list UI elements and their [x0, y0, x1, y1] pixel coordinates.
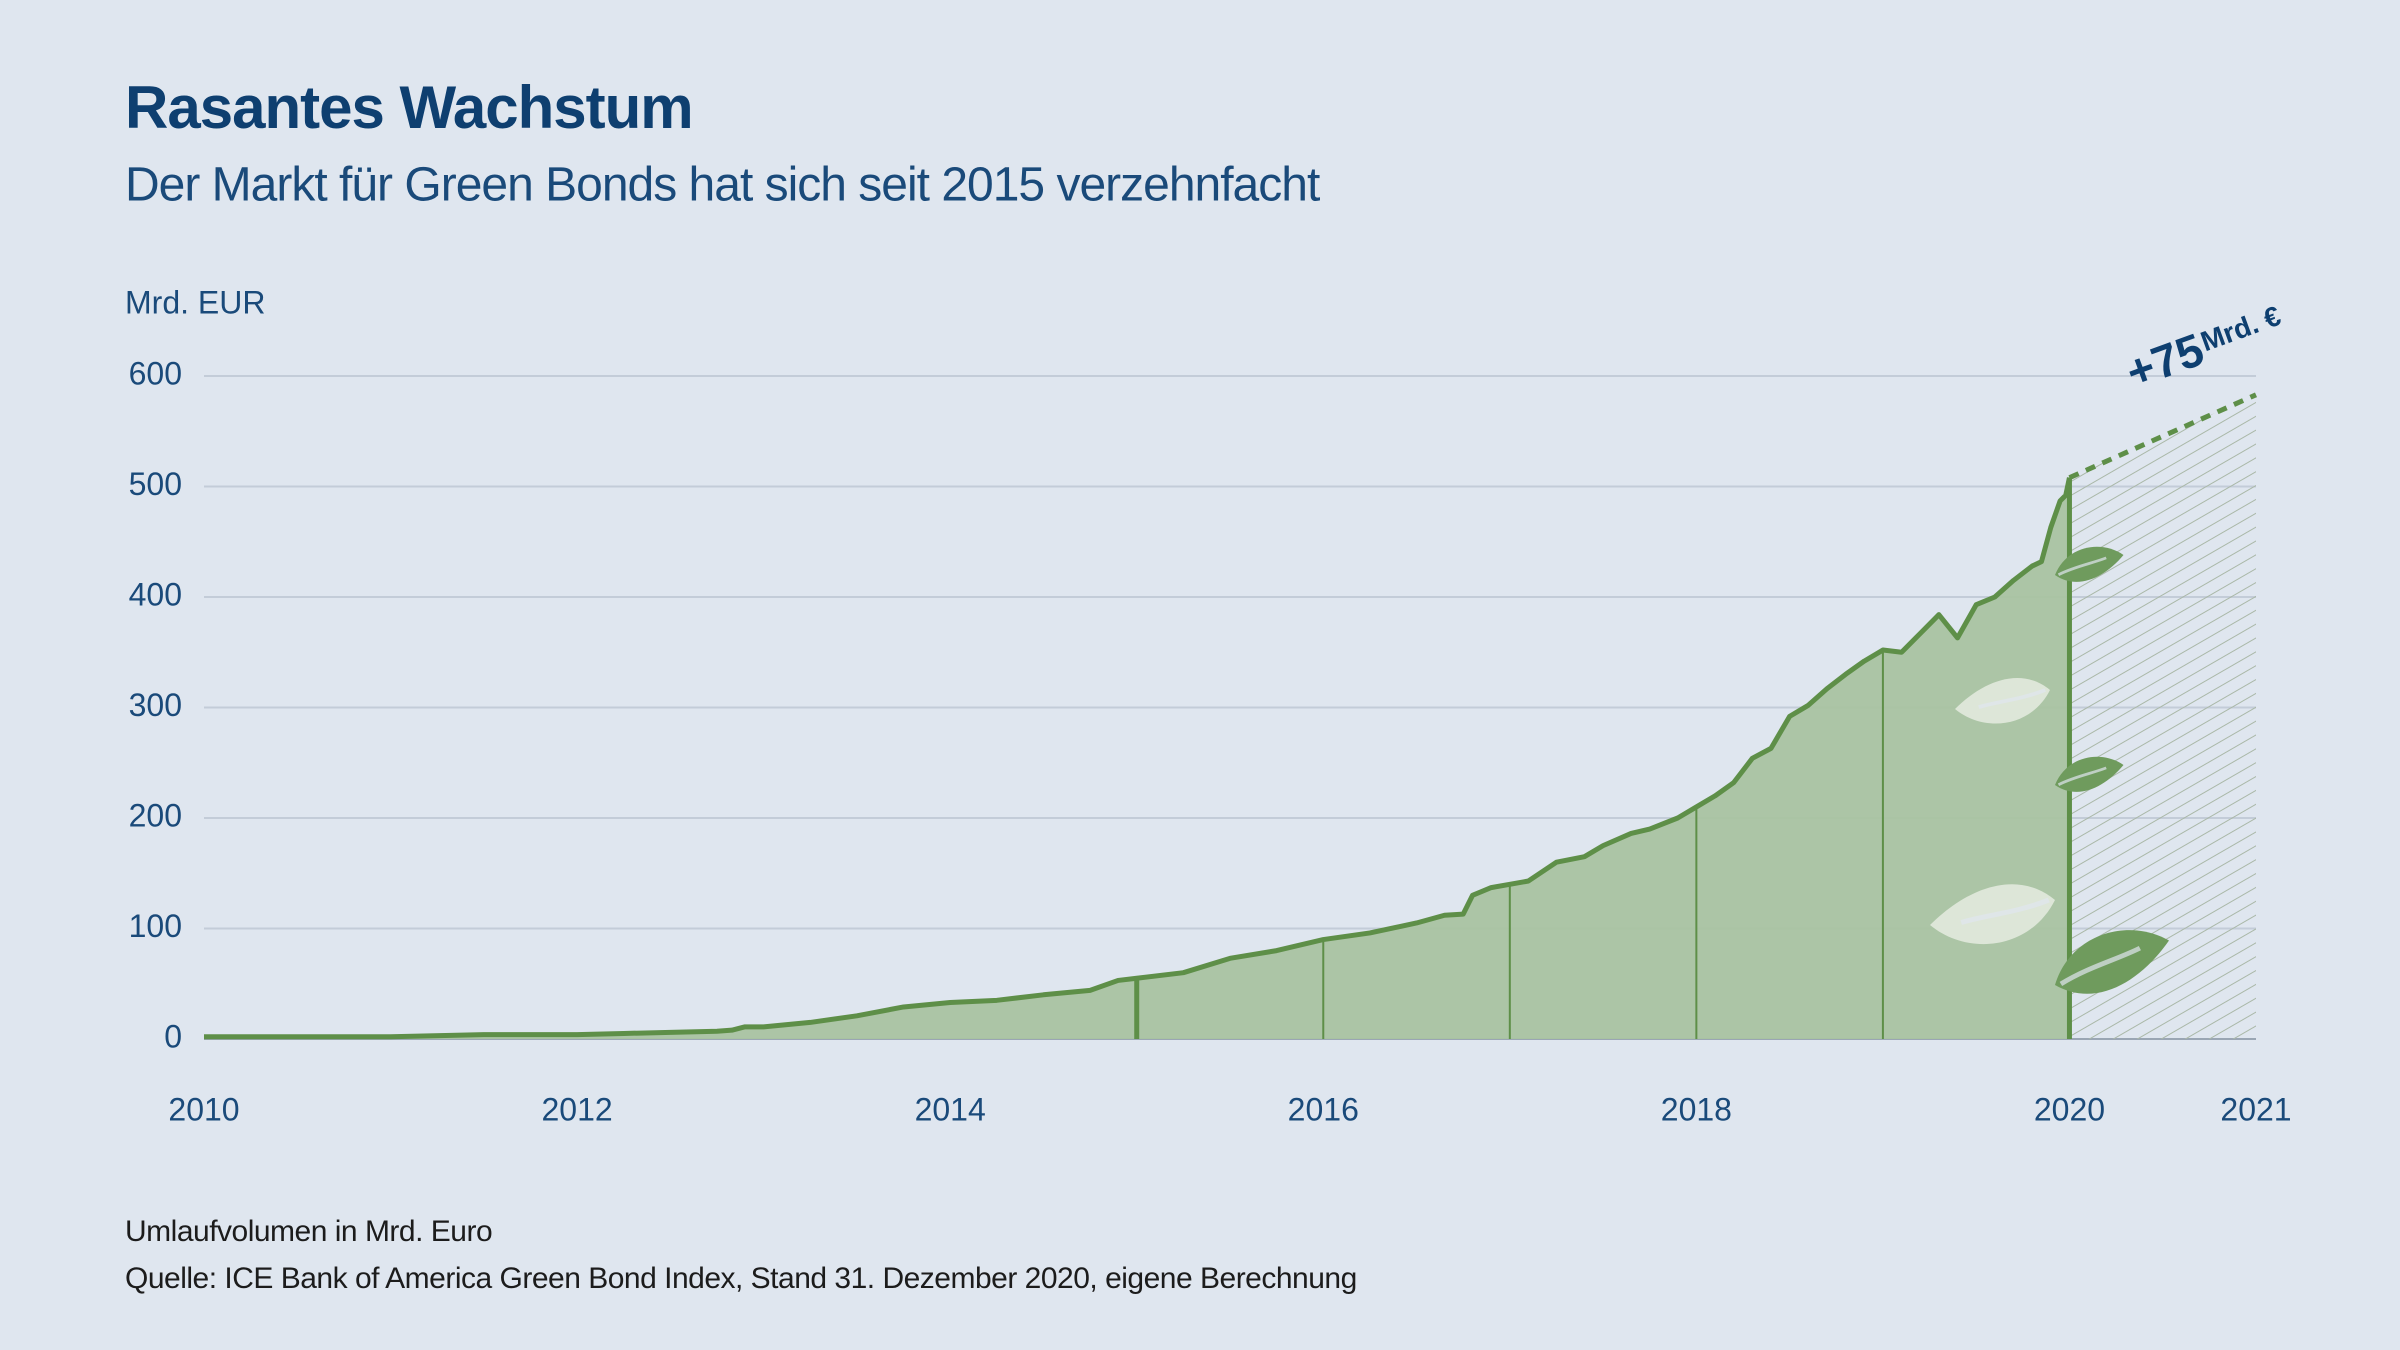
y-tick-label: 500	[129, 466, 182, 502]
x-tick-label: 2014	[915, 1091, 986, 1127]
x-tick-label: 2021	[2220, 1091, 2291, 1127]
leaves	[1930, 546, 2170, 994]
leaf	[1955, 678, 2050, 724]
y-tick-label: 400	[129, 576, 182, 612]
x-tick-label: 2020	[2034, 1091, 2105, 1127]
leaf	[2055, 930, 2170, 994]
y-tick-label: 200	[129, 797, 182, 833]
leaf-vein	[1978, 688, 2046, 709]
chart-title: Rasantes Wachstum	[125, 74, 693, 141]
x-tick-label: 2016	[1288, 1091, 1359, 1127]
leaf	[2055, 756, 2124, 792]
x-tick-label: 2018	[1661, 1091, 1732, 1127]
projection-line	[2068, 392, 2258, 480]
leaf-vein	[1960, 897, 2050, 925]
chart-subtitle: Der Markt für Green Bonds hat sich seit …	[125, 159, 1320, 212]
y-tick-label: 600	[129, 355, 182, 391]
area	[204, 477, 2070, 1039]
source: Quelle: ICE Bank of America Green Bond I…	[125, 1262, 1357, 1295]
leaf-vein	[2057, 766, 2107, 786]
y-tick-label: 300	[129, 687, 182, 723]
leaf-vein	[2059, 945, 2141, 986]
x-tick-label: 2010	[168, 1091, 239, 1127]
y-tick-label: 0	[164, 1018, 182, 1054]
leaf	[2055, 546, 2124, 582]
leaf	[1930, 884, 2055, 945]
y-axis-title: Mrd. EUR	[125, 284, 265, 320]
note: Umlaufvolumen in Mrd. Euro	[125, 1215, 492, 1248]
y-tick-label: 100	[129, 908, 182, 944]
leaf-vein	[2057, 556, 2107, 576]
x-tick-label: 2012	[541, 1091, 612, 1127]
line	[204, 477, 2072, 1040]
